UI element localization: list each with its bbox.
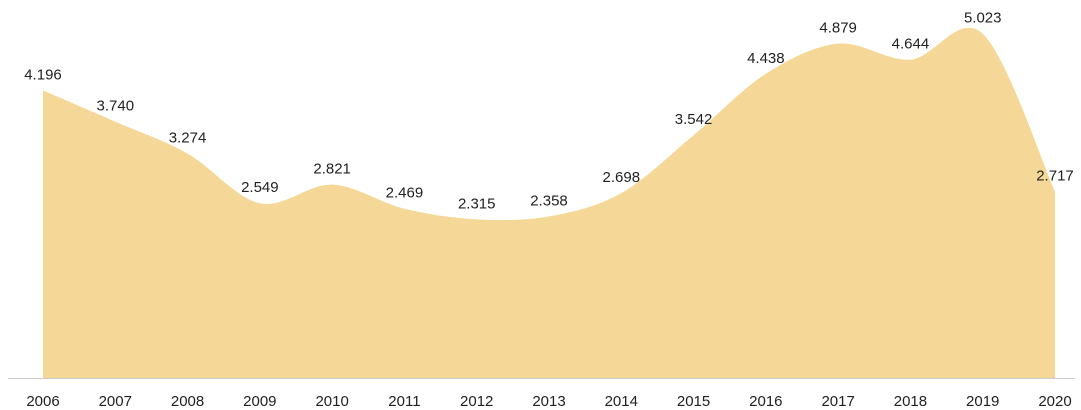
x-tick-label: 2011	[388, 393, 420, 410]
x-tick-label: 2010	[315, 393, 348, 410]
area	[43, 27, 1055, 379]
data-label: 2.358	[530, 192, 568, 209]
x-tick-label: 2007	[99, 393, 132, 410]
x-tick-label: 2020	[1038, 393, 1071, 410]
data-label: 3.542	[675, 111, 713, 128]
x-tick-label: 2006	[26, 393, 59, 410]
x-tick-label: 2018	[894, 393, 927, 410]
x-tick-label: 2014	[605, 393, 638, 410]
data-label: 4.879	[819, 20, 857, 37]
data-label: 4.438	[747, 50, 785, 67]
x-tick-label: 2009	[243, 393, 276, 410]
x-tick-label: 2013	[532, 393, 565, 410]
data-label: 2.717	[1036, 168, 1074, 185]
x-tick-label: 2008	[171, 393, 204, 410]
x-tick-label: 2016	[749, 393, 782, 410]
data-label: 2.315	[458, 195, 496, 212]
data-label: 3.740	[97, 98, 135, 115]
data-label: 4.196	[24, 66, 62, 83]
data-label: 5.023	[964, 10, 1002, 27]
x-tick-label: 2017	[821, 393, 854, 410]
data-label: 2.698	[603, 169, 641, 186]
x-tick-label: 2019	[966, 393, 999, 410]
data-label: 3.274	[169, 130, 207, 147]
data-label: 4.644	[892, 36, 930, 53]
data-label: 2.469	[386, 185, 424, 202]
data-label: 2.549	[241, 179, 279, 196]
x-tick-label: 2015	[677, 393, 710, 410]
data-label: 2.821	[313, 161, 351, 178]
x-tick-label: 2012	[460, 393, 493, 410]
